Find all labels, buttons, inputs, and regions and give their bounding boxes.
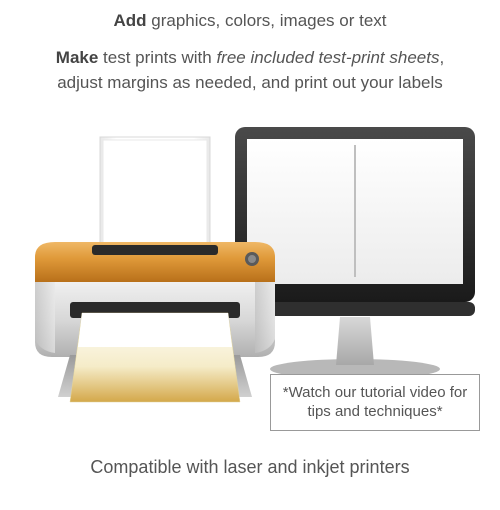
line2-italic: free included test-print sheets — [216, 48, 439, 67]
line2-end: , — [439, 48, 444, 67]
instruction-line-2: Make test prints with free included test… — [0, 47, 500, 70]
line2-mid: test prints with — [98, 48, 216, 67]
printer-monitor-illustration: *Watch our tutorial video for tips and t… — [0, 107, 500, 437]
bold-word-make: Make — [56, 48, 99, 67]
instruction-line-1: Add graphics, colors, images or text — [0, 10, 500, 33]
bold-word-add: Add — [113, 11, 146, 30]
tutorial-callout: *Watch our tutorial video for tips and t… — [270, 374, 480, 431]
instruction-line-3: adjust margins as needed, and print out … — [0, 72, 500, 95]
callout-text: *Watch our tutorial video for tips and t… — [283, 384, 468, 421]
footer-text: Compatible with laser and inkjet printer… — [0, 457, 500, 478]
line1-rest: graphics, colors, images or text — [147, 11, 387, 30]
